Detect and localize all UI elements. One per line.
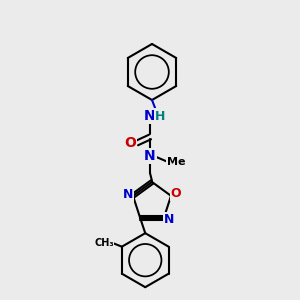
Text: N: N	[144, 109, 156, 123]
Text: N: N	[164, 213, 174, 226]
Text: CH₃: CH₃	[94, 238, 114, 248]
Text: O: O	[171, 187, 181, 200]
Text: N: N	[144, 149, 156, 163]
Text: O: O	[124, 136, 136, 150]
Text: H: H	[155, 110, 165, 122]
Text: Me: Me	[167, 157, 185, 167]
Text: N: N	[123, 188, 133, 201]
